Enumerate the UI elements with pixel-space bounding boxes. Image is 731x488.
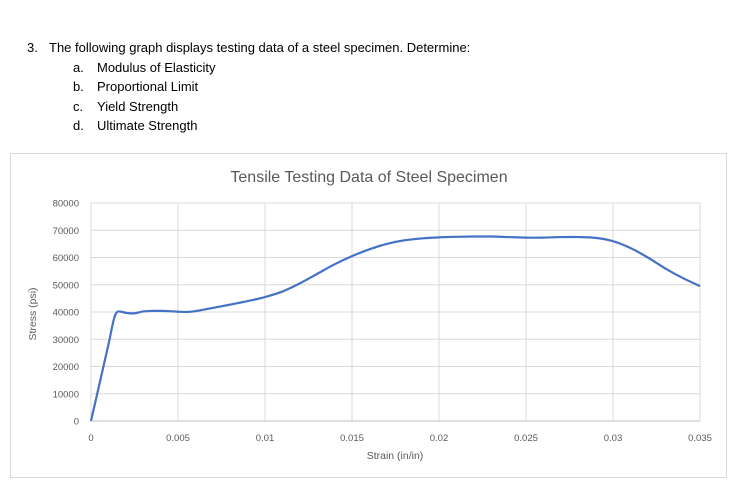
y-tick-label: 60000	[53, 253, 79, 264]
chart-title: Tensile Testing Data of Steel Specimen	[230, 169, 507, 186]
chart-frame: Tensile Testing Data of Steel Specimen 0…	[10, 153, 727, 478]
grid-layer	[90, 202, 701, 422]
x-tick-label: 0.015	[340, 433, 364, 444]
question-items: a. Modulus of Elasticity b. Proportional…	[73, 58, 470, 136]
item-text: Proportional Limit	[97, 79, 199, 94]
chart-svg: Tensile Testing Data of Steel Specimen 0…	[27, 169, 712, 462]
y-tick-labels: 0 10000 20000 30000 40000 50000 60000 70000 8000…	[53, 199, 79, 428]
y-tick-label: 0	[74, 417, 79, 428]
item-letter: b.	[73, 79, 84, 94]
series-layer	[89, 235, 701, 422]
x-tick-labels: 0 0.005 0.01 0.015 0.02 0.025 0.03 0.035	[88, 433, 712, 444]
question-item: c. Yield Strength	[73, 97, 470, 117]
y-tick-label: 20000	[53, 362, 79, 373]
question-item: d. Ultimate Strength	[73, 116, 470, 136]
item-text: Ultimate Strength	[97, 118, 198, 133]
question-item: a. Modulus of Elasticity	[73, 58, 470, 78]
y-tick-label: 70000	[53, 226, 79, 237]
y-axis-label: Stress (psi)	[27, 287, 39, 340]
x-tick-label: 0.01	[256, 433, 275, 444]
x-tick-label: 0	[88, 433, 93, 444]
y-tick-label: 10000	[53, 389, 79, 400]
item-text: Modulus of Elasticity	[97, 59, 216, 75]
x-tick-label: 0.025	[514, 433, 538, 444]
x-tick-label: 0.005	[166, 433, 190, 444]
x-tick-label: 0.03	[604, 433, 623, 444]
x-axis-label: Strain (in/in)	[367, 450, 424, 462]
item-letter: a.	[73, 59, 84, 75]
question-header: 3. The following graph displays testing …	[27, 38, 470, 58]
y-tick-label: 80000	[53, 199, 79, 210]
question-prompt: The following graph displays testing dat…	[49, 40, 471, 55]
x-tick-label: 0.035	[688, 433, 712, 444]
question-item: b. Proportional Limit	[73, 77, 470, 97]
y-tick-label: 50000	[53, 280, 79, 291]
question-number: 3.	[27, 40, 38, 55]
x-tick-label: 0.02	[430, 433, 449, 444]
question-block: 3. The following graph displays testing …	[27, 38, 470, 136]
item-letter: d.	[73, 118, 84, 133]
item-text: Yield Strength	[97, 98, 179, 114]
series-line	[89, 235, 701, 422]
y-tick-label: 40000	[53, 308, 79, 319]
item-letter: c.	[73, 98, 84, 114]
y-tick-label: 30000	[53, 335, 79, 346]
